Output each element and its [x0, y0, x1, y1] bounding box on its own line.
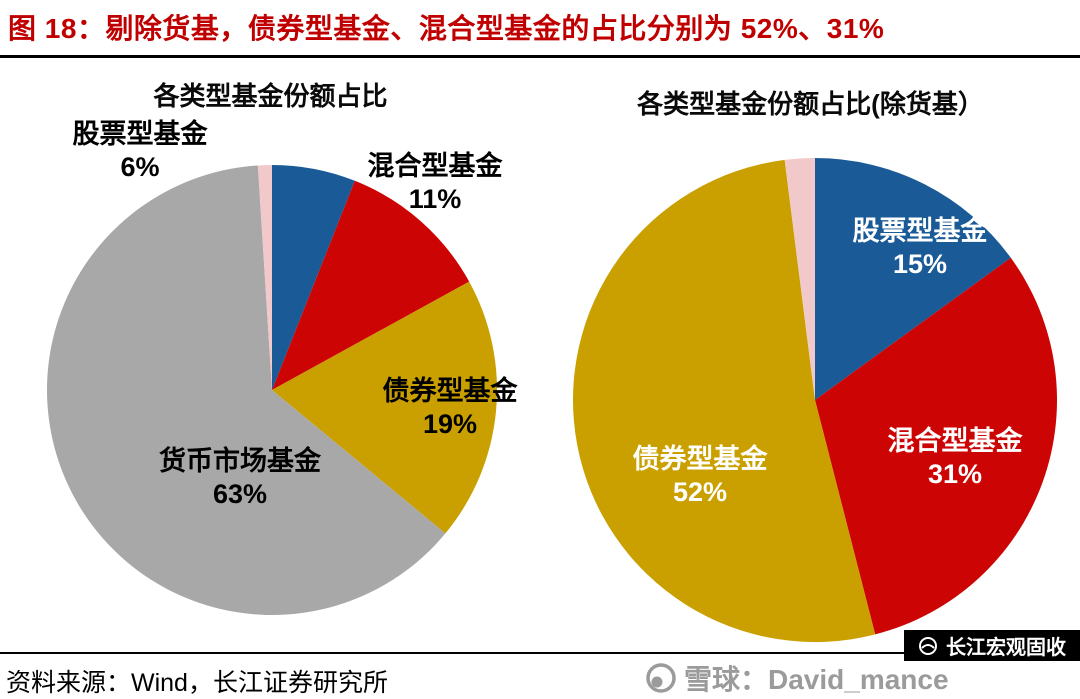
label-pct: 63% — [212, 478, 268, 509]
label-left-hybrid-fund: 混合型基金 11% — [330, 150, 540, 216]
label-pct: 52% — [672, 476, 728, 507]
label-right-hybrid-fund: 混合型基金 31% — [850, 425, 1060, 491]
pie-slice-股票型基金 — [815, 158, 1011, 400]
figure-title: 图 18：剔除货基，债券型基金、混合型基金的占比分别为 52%、31% — [8, 13, 885, 44]
left-chart-title: 各类型基金份额占比 — [153, 81, 388, 111]
label-right-bond-fund: 债券型基金 52% — [595, 443, 805, 509]
pie-slice-other — [784, 158, 815, 400]
label-pct: 31% — [927, 458, 983, 489]
pie-slice-混合型基金 — [272, 180, 470, 390]
brand-text: 长江宏观固收 — [946, 637, 1066, 659]
title-divider — [0, 55, 1080, 58]
xueqiu-text: 雪球：David_mance — [684, 664, 949, 695]
right-chart-title: 各类型基金份额占比(除货基） — [637, 89, 984, 119]
label-right-stock-fund: 股票型基金 15% — [815, 215, 1025, 281]
label-pct: 11% — [408, 183, 462, 214]
xueqiu-watermark: 雪球：David_mance — [645, 658, 949, 698]
pie-chart-left — [47, 165, 497, 615]
footer-divider — [0, 652, 1080, 654]
label-text: 混合型基金 — [887, 426, 1023, 456]
label-pct: 15% — [892, 248, 948, 279]
changjiang-logo-icon — [919, 636, 937, 655]
label-text: 股票型基金 — [72, 119, 208, 149]
label-pct: 6% — [120, 151, 160, 182]
label-text: 股票型基金 — [852, 216, 988, 246]
label-left-bond-fund: 债券型基金 19% — [345, 375, 555, 441]
label-left-money-market-fund: 货币市场基金 63% — [105, 445, 375, 511]
pie-slice-other — [257, 165, 272, 390]
label-left-stock-fund: 股票型基金 6% — [35, 118, 245, 184]
label-text: 混合型基金 — [367, 151, 503, 181]
pie-chart-right — [573, 158, 1057, 642]
label-text: 货币市场基金 — [159, 446, 321, 476]
label-text: 债券型基金 — [632, 444, 768, 474]
brand-watermark: 长江宏观固收 — [904, 630, 1080, 661]
pie-slice-货币市场基金 — [47, 165, 446, 615]
label-text: 债券型基金 — [382, 376, 518, 406]
pie-slice-债券型基金 — [573, 159, 876, 642]
pie-slice-股票型基金 — [272, 165, 355, 390]
xueqiu-logo-icon — [646, 663, 676, 693]
source-note: 资料来源：Wind，长江证券研究所 — [6, 669, 388, 697]
label-pct: 19% — [422, 408, 478, 439]
pie-slice-债券型基金 — [272, 281, 497, 534]
pie-slice-混合型基金 — [815, 257, 1057, 635]
